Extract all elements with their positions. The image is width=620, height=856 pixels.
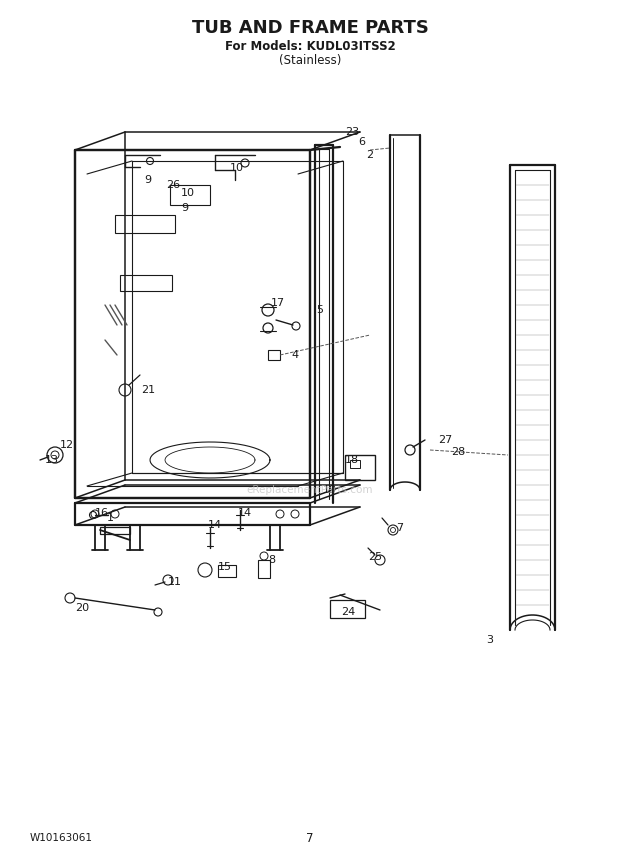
Text: 7: 7 bbox=[396, 523, 404, 533]
Text: 9: 9 bbox=[144, 175, 151, 185]
Text: 28: 28 bbox=[451, 447, 465, 457]
Text: 10: 10 bbox=[230, 163, 244, 173]
Text: 26: 26 bbox=[166, 180, 180, 190]
Text: 19: 19 bbox=[323, 485, 337, 495]
Text: 7: 7 bbox=[306, 831, 314, 845]
Text: 14: 14 bbox=[238, 508, 252, 518]
Text: 25: 25 bbox=[368, 552, 382, 562]
Text: 20: 20 bbox=[75, 603, 89, 613]
Text: 27: 27 bbox=[438, 435, 452, 445]
Text: 24: 24 bbox=[341, 607, 355, 617]
Text: 18: 18 bbox=[345, 455, 359, 465]
Text: 15: 15 bbox=[218, 562, 232, 572]
Text: 5: 5 bbox=[316, 305, 324, 315]
Text: 2: 2 bbox=[366, 150, 374, 160]
Text: 1: 1 bbox=[107, 513, 113, 523]
Text: 11: 11 bbox=[168, 577, 182, 587]
Text: 4: 4 bbox=[291, 350, 299, 360]
Text: 14: 14 bbox=[208, 520, 222, 530]
Text: TUB AND FRAME PARTS: TUB AND FRAME PARTS bbox=[192, 19, 428, 37]
Text: eReplacementParts.com: eReplacementParts.com bbox=[247, 485, 373, 495]
Text: 16: 16 bbox=[95, 508, 109, 518]
Text: 8: 8 bbox=[268, 555, 275, 565]
Text: 12: 12 bbox=[60, 440, 74, 450]
Text: 17: 17 bbox=[271, 298, 285, 308]
Text: 6: 6 bbox=[358, 137, 366, 147]
Text: 13: 13 bbox=[45, 455, 59, 465]
Text: W10163061: W10163061 bbox=[30, 833, 93, 843]
Text: 10: 10 bbox=[181, 188, 195, 198]
Text: For Models: KUDL03ITSS2: For Models: KUDL03ITSS2 bbox=[224, 39, 396, 52]
Text: 23: 23 bbox=[345, 127, 359, 137]
Text: 3: 3 bbox=[487, 635, 494, 645]
Text: 9: 9 bbox=[182, 203, 188, 213]
Text: (Stainless): (Stainless) bbox=[279, 54, 341, 67]
Text: 21: 21 bbox=[141, 385, 155, 395]
